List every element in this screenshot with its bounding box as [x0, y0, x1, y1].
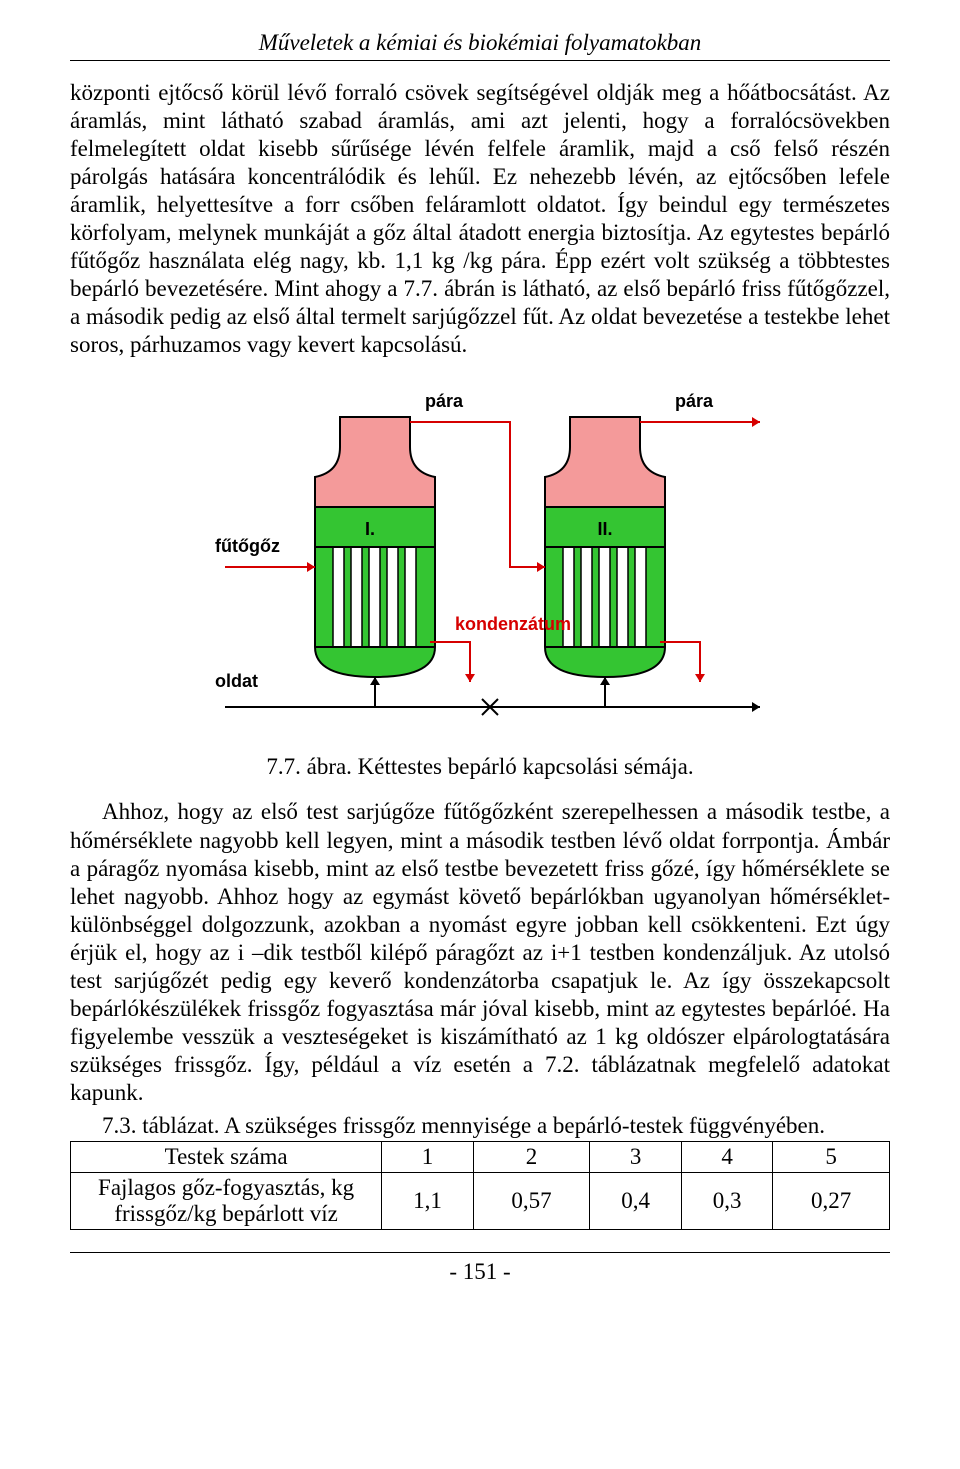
table-col-2: 2	[473, 1141, 590, 1172]
table-header-label: Testek száma	[71, 1141, 382, 1172]
running-header: Műveletek a kémiai és biokémiai folyamat…	[70, 30, 890, 61]
figure-caption: 7.7. ábra. Kéttestes bepárló kapcsolási …	[70, 754, 890, 780]
label-futogoz: fűtőgőz	[215, 536, 280, 556]
table-val-5: 0,27	[773, 1172, 890, 1229]
figure-7-7: I. II.	[70, 377, 890, 742]
table-col-1: 1	[382, 1141, 473, 1172]
label-para-2: pára	[675, 391, 714, 411]
table-row-label: Fajlagos gőz-fogyasztás, kg frissgőz/kg …	[71, 1172, 382, 1229]
table-row: Testek száma 1 2 3 4 5	[71, 1141, 890, 1172]
table-row: Fajlagos gőz-fogyasztás, kg frissgőz/kg …	[71, 1172, 890, 1229]
table-7-3: Testek száma 1 2 3 4 5 Fajlagos gőz-fogy…	[70, 1141, 890, 1230]
table-val-2: 0,57	[473, 1172, 590, 1229]
label-roman-2: II.	[597, 519, 612, 539]
table-col-4: 4	[681, 1141, 772, 1172]
page-number: - 151 -	[70, 1252, 890, 1285]
diagram-svg: I. II.	[170, 377, 790, 737]
table-val-4: 0,3	[681, 1172, 772, 1229]
table-col-5: 5	[773, 1141, 890, 1172]
table-val-1: 1,1	[382, 1172, 473, 1229]
table-val-3: 0,4	[590, 1172, 681, 1229]
label-kondenzatum: kondenzátum	[455, 614, 571, 634]
paragraph-1: központi ejtőcső körül lévő forraló csöv…	[70, 79, 890, 359]
label-oldat: oldat	[215, 671, 258, 691]
paragraph-2: Ahhoz, hogy az első test sarjúgőze fűtőg…	[70, 798, 890, 1107]
label-roman-1: I.	[365, 519, 375, 539]
table-col-3: 3	[590, 1141, 681, 1172]
label-para-1: pára	[425, 391, 464, 411]
table-title: 7.3. táblázat. A szükséges frissgőz menn…	[70, 1113, 890, 1139]
